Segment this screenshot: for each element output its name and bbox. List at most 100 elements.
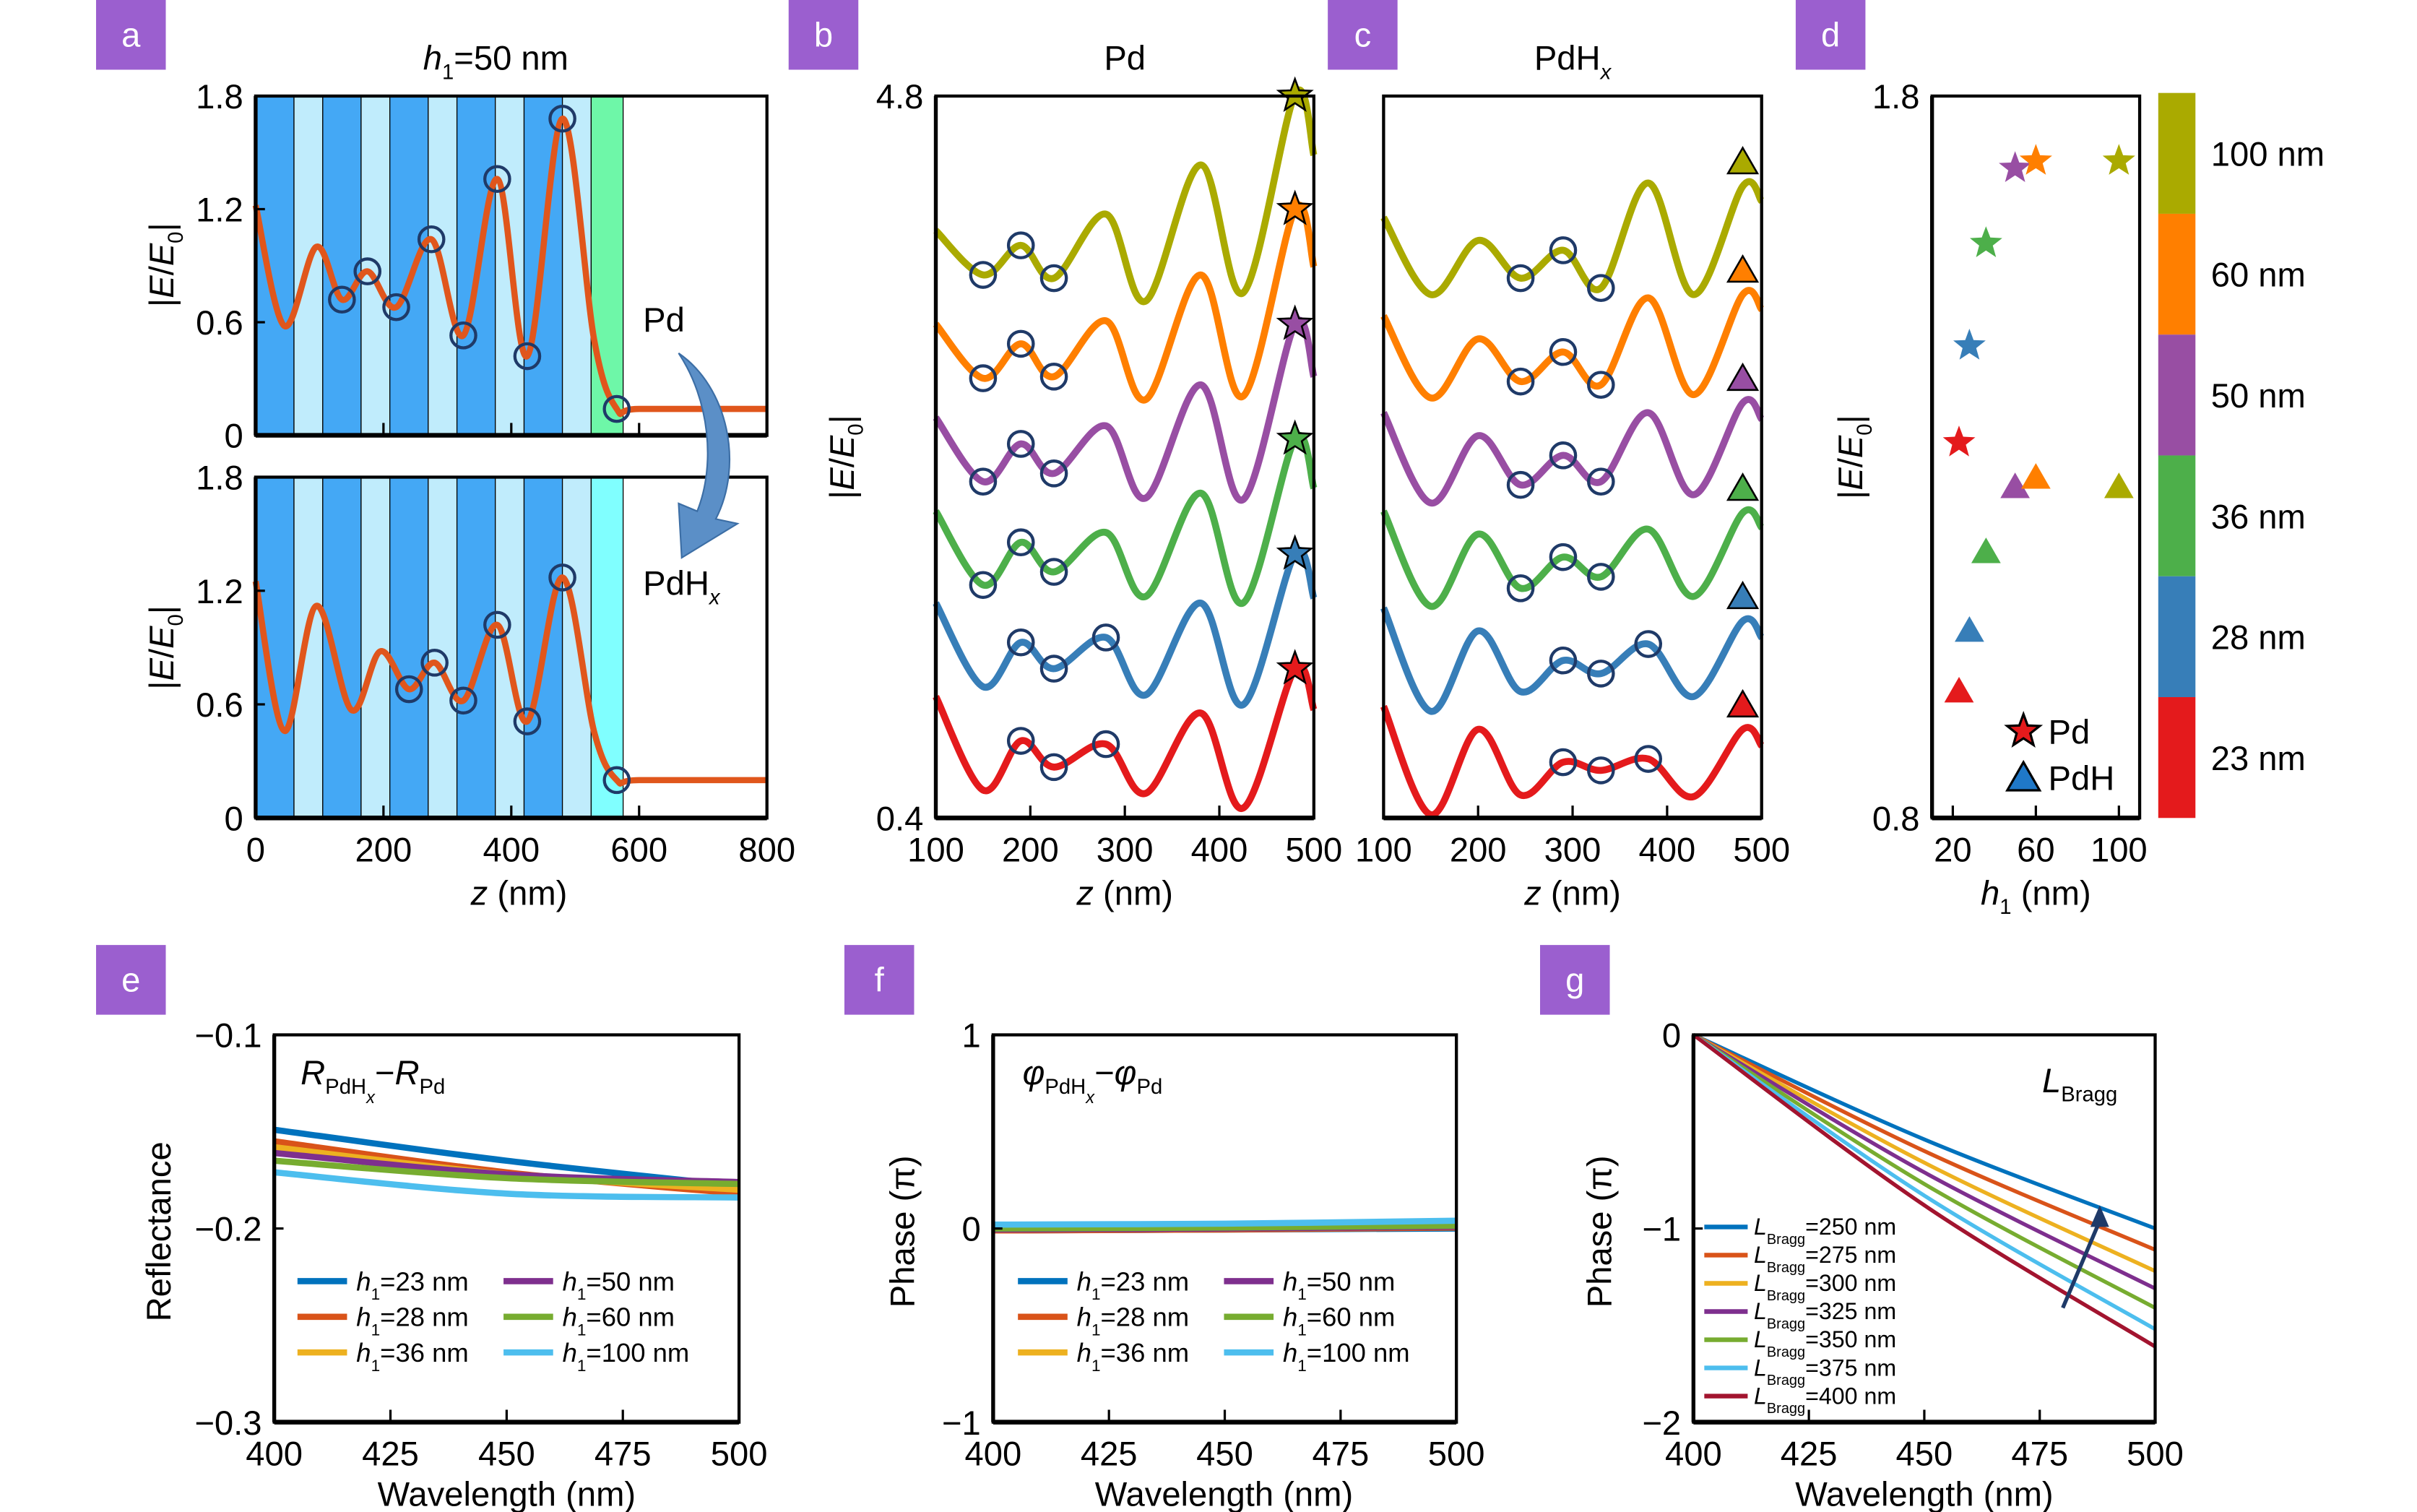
- colorbar-label: 23 nm: [2211, 739, 2306, 777]
- series-line-LBragg-325-nm: [1692, 1033, 2156, 1291]
- x-tick-label: 400: [246, 1435, 303, 1473]
- series-line-LBragg-250-nm: [1692, 1033, 2156, 1231]
- x-tick-label: 0: [246, 830, 265, 868]
- arrow-head-icon: [2090, 1205, 2109, 1227]
- field-maximum-circle: [1039, 753, 1068, 782]
- star-point: [1953, 329, 1986, 360]
- panel-b: 100 200 300 400 500 0.4 4.8: [876, 76, 1342, 868]
- y-tick-label: −1: [942, 1404, 981, 1442]
- trend-arrow: [2061, 1219, 2102, 1309]
- f-ylabel: Phase (π): [883, 1155, 921, 1308]
- field-maximum-circle: [969, 364, 998, 392]
- legend-label: h1=60 nm: [1283, 1303, 1395, 1339]
- field-maximum-circle: [548, 563, 576, 592]
- e-xlabel: Wavelength (nm): [378, 1474, 636, 1512]
- panel-badge-e: [95, 945, 166, 1015]
- field-maximum-circle: [1506, 470, 1535, 499]
- layer-dark: [389, 476, 429, 818]
- colorbar-segment: [2158, 213, 2196, 335]
- field-maximum-circle: [1091, 730, 1120, 759]
- star-point: [1999, 151, 2032, 182]
- y-tick-label: 1.8: [1872, 77, 1920, 116]
- d-ylabel: |E/E0|: [1831, 415, 1877, 499]
- x-tick-label: 475: [2011, 1435, 2068, 1473]
- legend-label: LBragg=250 nm: [1754, 1214, 1896, 1248]
- field-maximum-circle: [1006, 430, 1035, 458]
- series-line-LBragg-350-nm: [1692, 1033, 2156, 1310]
- field-maximum-circle: [1586, 274, 1615, 302]
- colorbar-label: 36 nm: [2211, 497, 2306, 535]
- x-tick-label: 200: [355, 830, 412, 868]
- x-tick-label: 400: [1665, 1435, 1722, 1473]
- field-maximum-circle: [1586, 467, 1615, 496]
- legend-label: h1=100 nm: [563, 1338, 690, 1375]
- triangle-point: [2020, 463, 2051, 489]
- series-line-36-nm: [1380, 506, 1765, 610]
- field-maximum-circle: [1549, 543, 1578, 571]
- triangle-point: [1955, 616, 1984, 642]
- legend-label: h1=60 nm: [563, 1303, 675, 1339]
- x-tick-label: 600: [610, 830, 667, 868]
- legend-label: h1=36 nm: [356, 1338, 468, 1375]
- field-maximum-circle: [1506, 264, 1535, 293]
- triangle-marker: [1726, 472, 1760, 501]
- x-tick-label: 200: [1450, 830, 1507, 868]
- b-xlabel: z (nm): [1076, 873, 1173, 912]
- field-maximum-circle: [602, 766, 631, 795]
- star-marker: [1276, 419, 1314, 455]
- panel-badge-label: a: [121, 15, 141, 53]
- y-tick-label: 0: [1662, 1016, 1681, 1055]
- y-tick-label: 0: [224, 799, 243, 837]
- x-tick-label: 500: [711, 1435, 768, 1473]
- layer-dark: [255, 476, 295, 818]
- legend-label: h1=28 nm: [356, 1303, 468, 1339]
- field-maximum-circle: [1006, 528, 1035, 557]
- field-maximum-circle: [1549, 646, 1578, 675]
- x-tick-label: 300: [1097, 830, 1154, 868]
- x-tick-label: 20: [1934, 830, 1971, 868]
- field-maximum-circle: [420, 649, 449, 677]
- y-tick-label: 0.4: [876, 799, 924, 837]
- pdhx-label: PdHx: [643, 563, 721, 609]
- x-tick-label: 500: [1428, 1435, 1485, 1473]
- star-point: [1969, 226, 2002, 257]
- y-tick-label: 1: [961, 1016, 980, 1055]
- legend-label: LBragg=325 nm: [1754, 1298, 1896, 1332]
- series-line-28-nm: [933, 547, 1318, 709]
- x-tick-label: 800: [738, 830, 795, 868]
- field-maximum-circle: [969, 571, 998, 600]
- triangle-marker: [1726, 362, 1760, 392]
- x-tick-label: 475: [1312, 1435, 1369, 1473]
- colorbar-label: 100 nm: [2211, 134, 2325, 173]
- field-maximum-circle: [513, 342, 542, 371]
- x-tick-label: 400: [1191, 830, 1248, 868]
- x-tick-label: 450: [478, 1435, 535, 1473]
- series-line-LBragg-300-nm: [1692, 1033, 2156, 1273]
- layer-pd: [590, 95, 624, 436]
- g-xlabel: Wavelength (nm): [1795, 1474, 2053, 1512]
- panel-badges: a b c d e f g: [95, 0, 1866, 1015]
- triangle-marker: [1726, 688, 1760, 718]
- colorbar-label: 50 nm: [2211, 376, 2306, 415]
- series-line-23-nm: [1380, 704, 1765, 818]
- field-maximum-circle: [513, 707, 542, 735]
- series-line-100-nm: [1380, 178, 1765, 298]
- colorbar-label: 28 nm: [2211, 618, 2306, 657]
- field-maximum-circle: [969, 467, 998, 496]
- panel-badge-f: [844, 945, 915, 1015]
- f-annotation: φPdHx−φPd: [1023, 1053, 1163, 1107]
- x-tick-label: 400: [483, 830, 540, 868]
- x-tick-label: 475: [594, 1435, 652, 1473]
- b-ylabel: |E/E0|: [823, 415, 868, 499]
- triangle-point: [2000, 472, 2030, 498]
- x-tick-label: 100: [907, 830, 964, 868]
- d-xlabel: h1 (nm): [1981, 873, 2091, 919]
- a-bottom-ylabel: |E/E0|: [142, 605, 188, 690]
- field-maximum-circle: [1634, 630, 1663, 658]
- field-maximum-circle: [548, 104, 576, 133]
- x-tick-label: 450: [1196, 1435, 1253, 1473]
- y-tick-label: 0: [961, 1210, 980, 1248]
